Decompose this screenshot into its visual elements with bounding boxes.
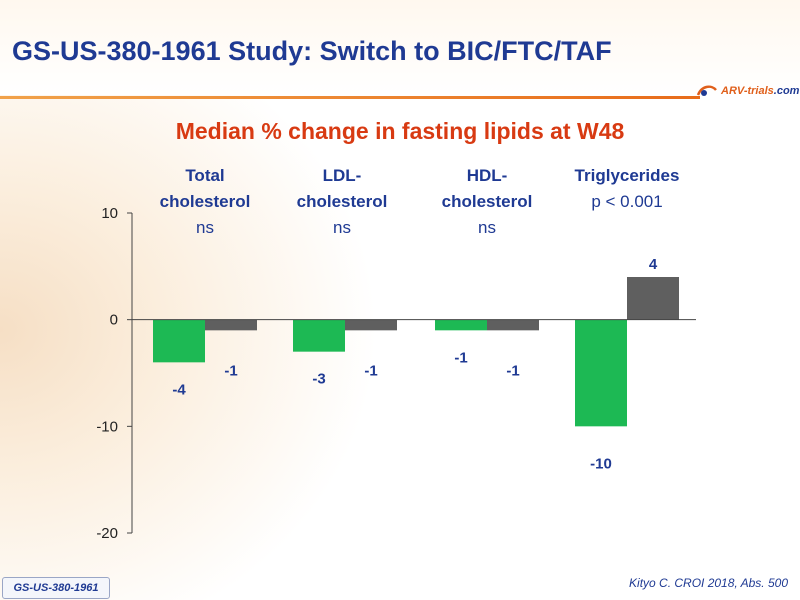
y-tick-label: 0 [110,312,118,329]
decorative-background [0,0,380,600]
bar-series1-2 [435,319,487,331]
data-label: -1 [506,363,519,380]
logo: ARV-trials.com [696,82,799,100]
group-label-triglycerides: Triglycerides p < 0.001 [552,163,702,215]
citation: Kityo C. CROI 2018, Abs. 500 [629,576,788,590]
bar-series1-3 [575,319,627,427]
title-divider [0,96,700,99]
slide-title: GS-US-380-1961 Study: Switch to BIC/FTC/… [12,36,612,66]
y-tick-label: 10 [101,205,118,222]
group-significance: ns [196,218,214,237]
data-label: -1 [364,363,377,380]
logo-text: ARV-trials.com [721,85,799,97]
logo-text-tail: .com [773,85,800,97]
group-label-ldl-cholesterol: LDL- cholesterol ns [267,163,417,241]
group-name: HDL- cholesterol [441,166,533,211]
group-name: LDL- cholesterol [296,166,388,211]
group-label-total-cholesterol: Total cholesterol ns [130,163,280,241]
group-name: Total cholesterol [159,166,251,211]
group-label-hdl-cholesterol: HDL- cholesterol ns [412,163,562,241]
y-tick-label: -10 [96,418,118,435]
data-label: -1 [224,363,237,380]
data-label: -1 [454,349,467,366]
group-significance: ns [478,218,496,237]
bar-series2-0 [205,319,257,331]
data-label: -10 [590,455,612,472]
logo-text-main: ARV-trials [721,85,774,97]
data-label: -3 [312,371,325,388]
y-tick-label: -20 [96,525,118,542]
bar-series2-2 [487,319,539,331]
group-significance: ns [333,218,351,237]
group-significance: p < 0.001 [591,192,663,211]
bar-series2-3 [627,277,679,320]
data-label: 4 [649,256,658,273]
data-label: -4 [172,381,186,398]
bar-series2-1 [345,319,397,331]
bar-series1-1 [293,319,345,352]
header-background [0,0,800,95]
study-badge: GS-US-380-1961 [2,577,110,599]
bar-series1-0 [153,319,205,363]
logo-icon [696,85,717,96]
chart-title: Median % change in fasting lipids at W48 [175,118,625,144]
group-name: Triglycerides [574,166,680,185]
